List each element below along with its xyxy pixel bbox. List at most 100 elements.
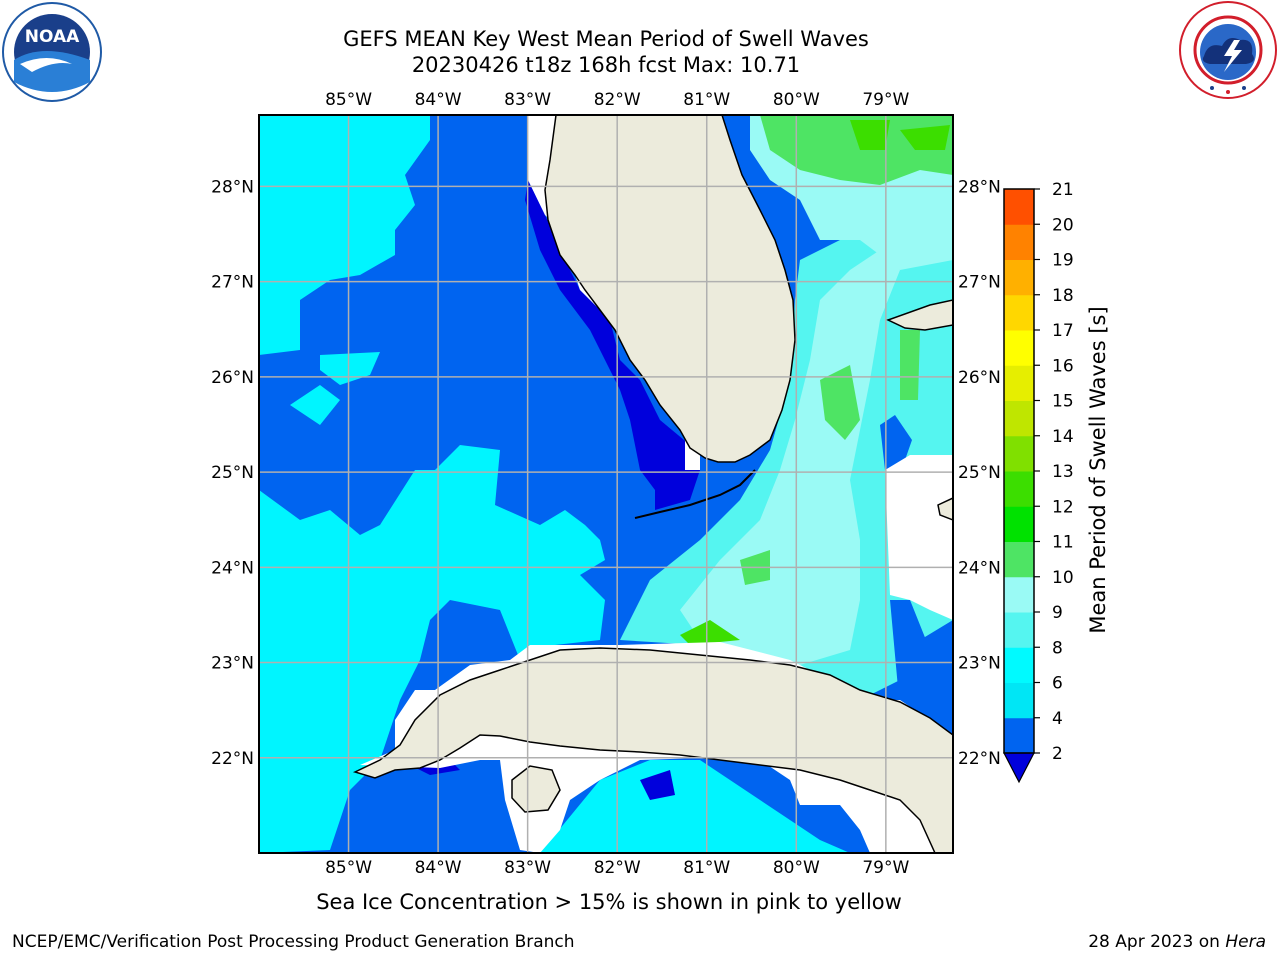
- lat-label-left: 26°N: [211, 368, 254, 388]
- land-bahamas-small: [937, 497, 953, 521]
- colorbar-tick-label: 2: [1052, 744, 1063, 764]
- field-cuba-s-deepest: [640, 770, 675, 800]
- colorbar-segment: [1004, 471, 1034, 507]
- lon-label-top: 80°W: [773, 90, 820, 110]
- colorbar-tick-label: 6: [1052, 674, 1063, 694]
- lon-label-top: 81°W: [683, 90, 730, 110]
- latitude-labels: 28°N 28°N 27°N 27°N 26°N 26°N 25°N 25°N 24°N 24°N…: [211, 177, 1001, 768]
- field-straits-pale: [680, 250, 900, 665]
- land-bahamas-andros: [886, 299, 953, 331]
- colorbar-segment: [1004, 330, 1034, 366]
- colorbar-tick-label: 9: [1052, 603, 1063, 623]
- colorbar-tick-label: 17: [1052, 321, 1074, 341]
- field-gulf-nw-cyan: [259, 115, 430, 355]
- colorbar-segment: [1004, 224, 1034, 260]
- noaa-logo: NOAA: [2, 2, 102, 102]
- lon-label-top: 85°W: [325, 90, 372, 110]
- land-isla-juventud: [511, 765, 561, 813]
- colorbar-segment: [1004, 647, 1034, 683]
- field-east-dark2: [890, 600, 953, 720]
- colorbar-label: Mean Period of Swell Waves [s]: [1086, 306, 1110, 634]
- map-title: GEFS MEAN Key West Mean Period of Swell …: [256, 26, 956, 78]
- colorbar-tick-label: 4: [1052, 709, 1063, 729]
- colorbar-segment: [1004, 541, 1034, 578]
- colorbar-tick-label: 21: [1052, 180, 1074, 200]
- lat-label-right: 27°N: [958, 273, 1001, 293]
- sea-ice-note: Sea Ice Concentration > 15% is shown in …: [316, 890, 902, 914]
- lon-label-bottom: 79°W: [862, 858, 909, 878]
- lat-label-left: 28°N: [211, 177, 254, 197]
- lat-label-right: 23°N: [958, 654, 1001, 674]
- lat-label-left: 25°N: [211, 463, 254, 483]
- lat-label-left: 24°N: [211, 558, 254, 578]
- land-florida: [544, 115, 796, 463]
- field-mid-green: [820, 365, 860, 440]
- lon-label-top: 79°W: [862, 90, 909, 110]
- colorbar-segment: [1004, 259, 1034, 296]
- lon-label-top: 83°W: [504, 90, 551, 110]
- map-frame: [258, 114, 954, 854]
- colorbar-under-triangle: [1003, 752, 1035, 784]
- graticule: [259, 115, 953, 853]
- lat-label-right: 25°N: [958, 463, 1001, 483]
- lat-label-right: 28°N: [958, 177, 1001, 197]
- lon-label-bottom: 80°W: [773, 858, 820, 878]
- colorbar-tick-label: 18: [1052, 286, 1074, 306]
- field-atlantic-green2: [850, 120, 890, 150]
- footer-credit: NCEP/EMC/Verification Post Processing Pr…: [12, 932, 575, 952]
- field-atlantic-green3: [900, 125, 950, 150]
- colorbar-tick-label: 14: [1052, 427, 1074, 447]
- field-mid-green2: [900, 330, 920, 400]
- field-east-dark: [880, 415, 912, 470]
- colorbar-tick-label: 15: [1052, 392, 1074, 412]
- lon-label-bottom: 84°W: [415, 858, 462, 878]
- colorbar-tick-label: 16: [1052, 356, 1074, 376]
- mask-bahamas: [885, 455, 953, 620]
- field-gulf-blob2: [290, 385, 340, 425]
- footer-date: 28 Apr 2023 on Hera: [1088, 932, 1266, 952]
- lon-label-bottom: 82°W: [594, 858, 641, 878]
- colorbar-segment: [1004, 435, 1034, 472]
- colorbar-segment: [1004, 400, 1034, 437]
- colorbar-tick-label: 12: [1052, 497, 1074, 517]
- lon-label-bottom: 81°W: [683, 858, 730, 878]
- lon-label-top: 84°W: [415, 90, 462, 110]
- colorbar-tick-label: 11: [1052, 533, 1074, 553]
- colorbar-tick-label: 10: [1052, 568, 1074, 588]
- lon-label-bottom: 85°W: [325, 858, 372, 878]
- colorbar-tick-label: 19: [1052, 251, 1074, 271]
- colorbar-segment: [1004, 717, 1034, 754]
- keys-coastline: [634, 469, 756, 519]
- lon-label-bottom: 83°W: [504, 858, 551, 878]
- noaa-logo-text: NOAA: [25, 27, 80, 47]
- colorbar-tick-label: 20: [1052, 215, 1074, 235]
- field-coastal-deepest: [525, 180, 700, 510]
- colorbar-segment: [1004, 612, 1034, 648]
- title-line-1: GEFS MEAN Key West Mean Period of Swell …: [343, 27, 869, 51]
- field-cuba-north-green: [680, 620, 740, 645]
- longitude-labels: 85°W 85°W 84°W 84°W 83°W 83°W 82°W 82°W 81°W 81°W…: [325, 90, 909, 878]
- lat-label-left: 27°N: [211, 273, 254, 293]
- colorbar-tick-label: 8: [1052, 638, 1063, 658]
- lat-label-left: 22°N: [211, 749, 254, 769]
- colorbar-segment: [1004, 365, 1034, 401]
- lat-label-right: 24°N: [958, 558, 1001, 578]
- lat-label-right: 26°N: [958, 368, 1001, 388]
- lat-label-left: 23°N: [211, 654, 254, 674]
- colorbar-segment: [1004, 189, 1034, 225]
- colorbar-tick-label: 13: [1052, 462, 1074, 482]
- nws-logo: [1179, 1, 1277, 99]
- field-gulf-southwest-cyan: [259, 560, 410, 853]
- colorbar-segment: [1004, 576, 1034, 613]
- colorbar-segment: [1004, 294, 1034, 331]
- land-cuba: [352, 647, 953, 853]
- lon-label-top: 82°W: [594, 90, 641, 110]
- footer-host: Hera: [1225, 932, 1266, 952]
- lat-label-right: 22°N: [958, 749, 1001, 769]
- title-line-2: 20230426 t18z 168h fcst Max: 10.71: [411, 53, 801, 77]
- colorbar-segment: [1004, 682, 1034, 719]
- footer-date-text: 28 Apr 2023 on: [1088, 932, 1226, 952]
- colorbar-segment: [1004, 506, 1034, 542]
